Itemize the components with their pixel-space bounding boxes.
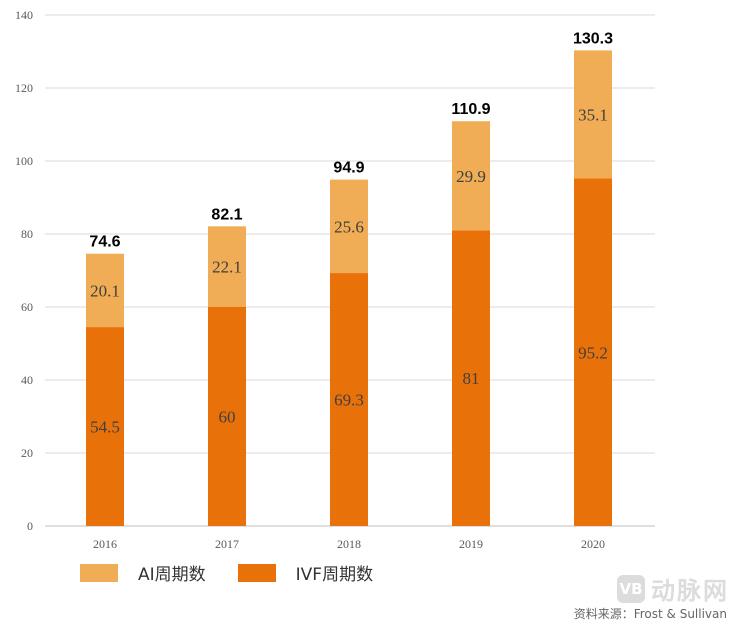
chart-legend: AI周期数 IVF周期数	[80, 560, 405, 585]
legend-item-ivf: IVF周期数	[237, 560, 374, 585]
data-label-ivf-2017: 60	[219, 408, 236, 427]
total-label-2019: 110.9	[451, 101, 490, 118]
x-tick-label-2016: 2016	[93, 537, 117, 551]
legend-swatch-ivf	[237, 563, 276, 582]
data-label-ivf-2020: 95.2	[578, 343, 608, 362]
y-tick-label-140: 140	[15, 8, 33, 22]
data-label-ai-2017: 22.1	[212, 258, 242, 277]
y-tick-label-120: 120	[15, 81, 33, 95]
legend-item-ai: AI周期数	[80, 560, 206, 585]
bar-ai-2017	[208, 226, 246, 307]
bar-ivf-2020	[574, 178, 612, 526]
total-label-2016: 74.6	[89, 234, 120, 251]
data-label-ivf-2019: 81	[463, 369, 480, 388]
bar-ivf-2016	[86, 327, 124, 526]
x-tick-label-2019: 2019	[459, 537, 483, 551]
data-label-ivf-2018: 69.3	[334, 391, 364, 410]
data-label-ivf-2016: 54.5	[90, 418, 120, 437]
y-tick-label-0: 0	[27, 519, 33, 533]
watermark-icon: VB	[617, 574, 645, 603]
total-label-2018: 94.9	[333, 160, 364, 177]
bar-ivf-2018	[330, 273, 368, 526]
data-label-ai-2018: 25.6	[334, 217, 364, 236]
y-tick-label-40: 40	[21, 373, 33, 387]
data-label-ai-2019: 29.9	[456, 167, 486, 186]
legend-label-ivf: IVF周期数	[295, 565, 374, 585]
data-label-ai-2016: 20.1	[90, 281, 120, 300]
total-label-2017: 82.1	[211, 206, 242, 223]
source-note: 资料来源：Frost & Sullivan	[573, 607, 727, 621]
x-tick-label-2017: 2017	[215, 537, 239, 551]
watermark-text: 动脉网	[651, 577, 729, 605]
bar-ivf-2017	[208, 307, 246, 526]
bar-ai-2019	[452, 121, 490, 231]
bar-ai-2020	[574, 50, 612, 179]
bar-ai-2016	[86, 253, 124, 328]
y-tick-label-60: 60	[21, 300, 33, 314]
x-tick-label-2018: 2018	[337, 537, 361, 551]
y-tick-label-80: 80	[21, 227, 33, 241]
data-label-ai-2020: 35.1	[578, 105, 608, 124]
y-tick-label-100: 100	[15, 154, 33, 168]
bar-ivf-2019	[452, 230, 490, 526]
y-tick-label-20: 20	[21, 446, 33, 460]
legend-swatch-ai	[80, 563, 118, 582]
bar-ai-2018	[330, 179, 368, 274]
legend-label-ai: AI周期数	[138, 565, 206, 585]
x-tick-label-2020: 2020	[581, 537, 605, 551]
total-label-2020: 130.3	[573, 30, 613, 47]
watermark-logo: VB 动脉网	[617, 571, 729, 606]
